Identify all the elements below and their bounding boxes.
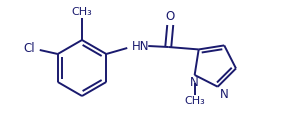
- Text: N: N: [190, 76, 199, 89]
- Text: Cl: Cl: [23, 42, 35, 55]
- Text: CH₃: CH₃: [184, 96, 205, 106]
- Text: N: N: [220, 88, 229, 101]
- Text: CH₃: CH₃: [72, 7, 92, 17]
- Text: HN: HN: [132, 39, 150, 52]
- Text: O: O: [166, 10, 175, 23]
